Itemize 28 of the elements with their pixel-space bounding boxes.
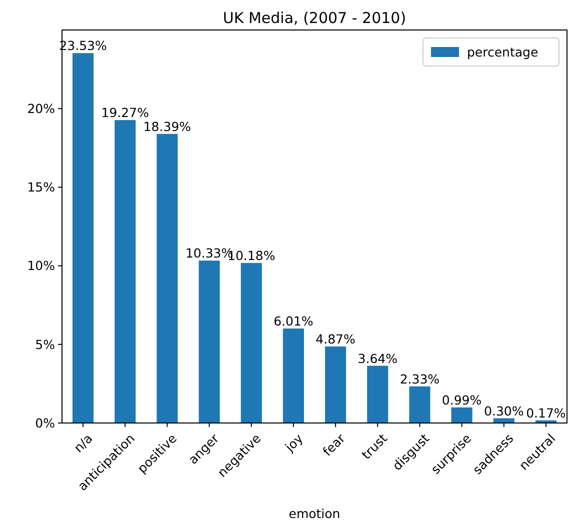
bar [240, 262, 262, 423]
data-label: 18.39% [143, 118, 192, 134]
data-label: 0.99% [442, 392, 482, 408]
bar [325, 346, 346, 423]
data-label: 6.01% [274, 314, 314, 329]
bar [282, 328, 304, 423]
data-label: 4.87% [316, 331, 356, 346]
y-tick-label: 15% [27, 180, 56, 195]
bar [451, 407, 472, 423]
data-label: 19.27% [101, 105, 150, 120]
chart-title: UK Media, (2007 - 2010) [222, 9, 406, 27]
bar [156, 134, 178, 423]
legend-label: percentage [467, 44, 538, 60]
bar [72, 53, 94, 423]
y-tick-label: 5% [35, 336, 56, 352]
bar [114, 120, 136, 423]
data-label: 3.64% [358, 350, 398, 366]
x-axis-title: emotion [288, 506, 340, 521]
data-label: 0.17% [526, 405, 566, 420]
data-label: 0.30% [484, 403, 524, 418]
bar [409, 386, 430, 423]
data-label: 2.33% [400, 371, 440, 386]
y-tick-label: 20% [27, 100, 56, 116]
x-tick-label: joy [281, 430, 306, 456]
y-tick-label: 10% [27, 258, 56, 274]
bar [367, 366, 388, 423]
y-tick-label: 0% [35, 415, 56, 430]
bar [198, 260, 220, 423]
